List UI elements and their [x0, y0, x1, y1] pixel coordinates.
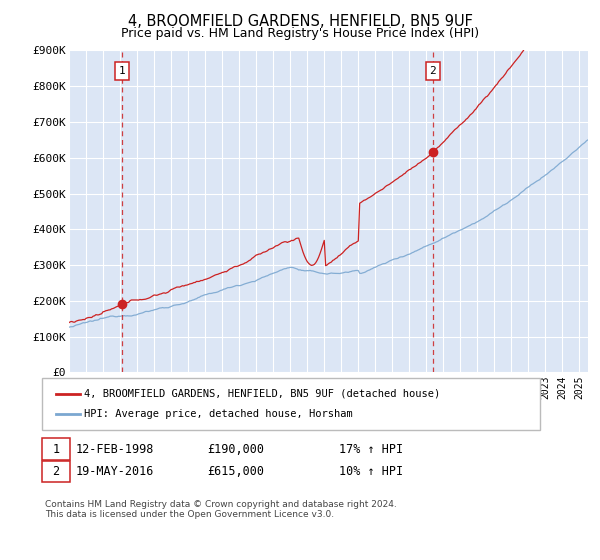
Text: £615,000: £615,000: [207, 465, 264, 478]
Text: 19-MAY-2016: 19-MAY-2016: [76, 465, 154, 478]
Text: 17% ↑ HPI: 17% ↑ HPI: [339, 442, 403, 456]
Text: HPI: Average price, detached house, Horsham: HPI: Average price, detached house, Hors…: [84, 409, 353, 419]
Text: 12-FEB-1998: 12-FEB-1998: [76, 442, 154, 456]
Text: 1: 1: [52, 442, 59, 456]
Text: £190,000: £190,000: [207, 442, 264, 456]
Text: Contains HM Land Registry data © Crown copyright and database right 2024.
This d: Contains HM Land Registry data © Crown c…: [45, 500, 397, 519]
Text: 10% ↑ HPI: 10% ↑ HPI: [339, 465, 403, 478]
Text: 2: 2: [430, 66, 436, 76]
Text: Price paid vs. HM Land Registry's House Price Index (HPI): Price paid vs. HM Land Registry's House …: [121, 27, 479, 40]
Text: 4, BROOMFIELD GARDENS, HENFIELD, BN5 9UF: 4, BROOMFIELD GARDENS, HENFIELD, BN5 9UF: [128, 14, 472, 29]
Text: 4, BROOMFIELD GARDENS, HENFIELD, BN5 9UF (detached house): 4, BROOMFIELD GARDENS, HENFIELD, BN5 9UF…: [84, 389, 440, 399]
Text: 1: 1: [119, 66, 125, 76]
Text: 2: 2: [52, 465, 59, 478]
